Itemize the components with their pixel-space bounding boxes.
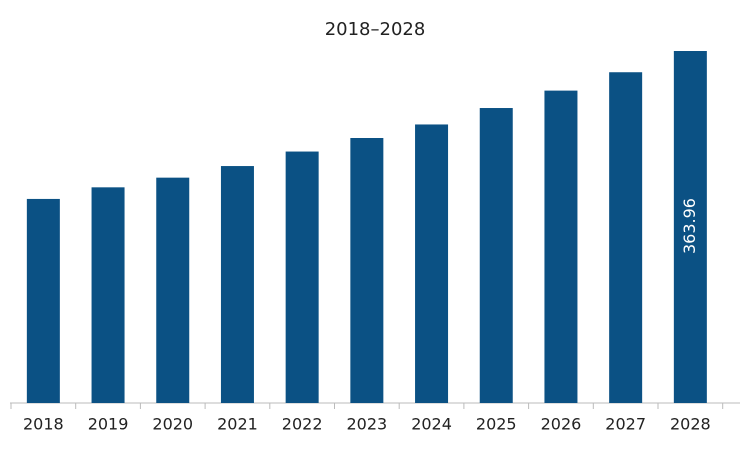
x-tick-label: 2028 xyxy=(670,415,711,434)
chart-title: 2018–2028 xyxy=(325,19,426,40)
x-tick-label: 2027 xyxy=(605,415,646,434)
bar xyxy=(544,90,578,404)
bar xyxy=(350,138,384,403)
x-tick-label: 2019 xyxy=(88,415,129,434)
x-tick-label: 2025 xyxy=(476,415,517,434)
data-label: 363.96 xyxy=(680,198,699,254)
bar xyxy=(91,187,125,403)
bar xyxy=(285,151,319,403)
bar xyxy=(609,72,643,404)
bar xyxy=(673,51,707,403)
x-tick-label: 2021 xyxy=(217,415,258,434)
bar xyxy=(26,198,60,403)
bar xyxy=(415,124,449,403)
x-tick-label: 2022 xyxy=(282,415,323,434)
x-tick-label: 2024 xyxy=(411,415,452,434)
x-tick-label: 2023 xyxy=(346,415,387,434)
x-tick-label: 2020 xyxy=(152,415,193,434)
x-tick-label: 2026 xyxy=(541,415,582,434)
bar xyxy=(220,166,254,403)
bar xyxy=(479,108,513,404)
x-tick-label: 2018 xyxy=(23,415,64,434)
bar xyxy=(156,177,190,403)
